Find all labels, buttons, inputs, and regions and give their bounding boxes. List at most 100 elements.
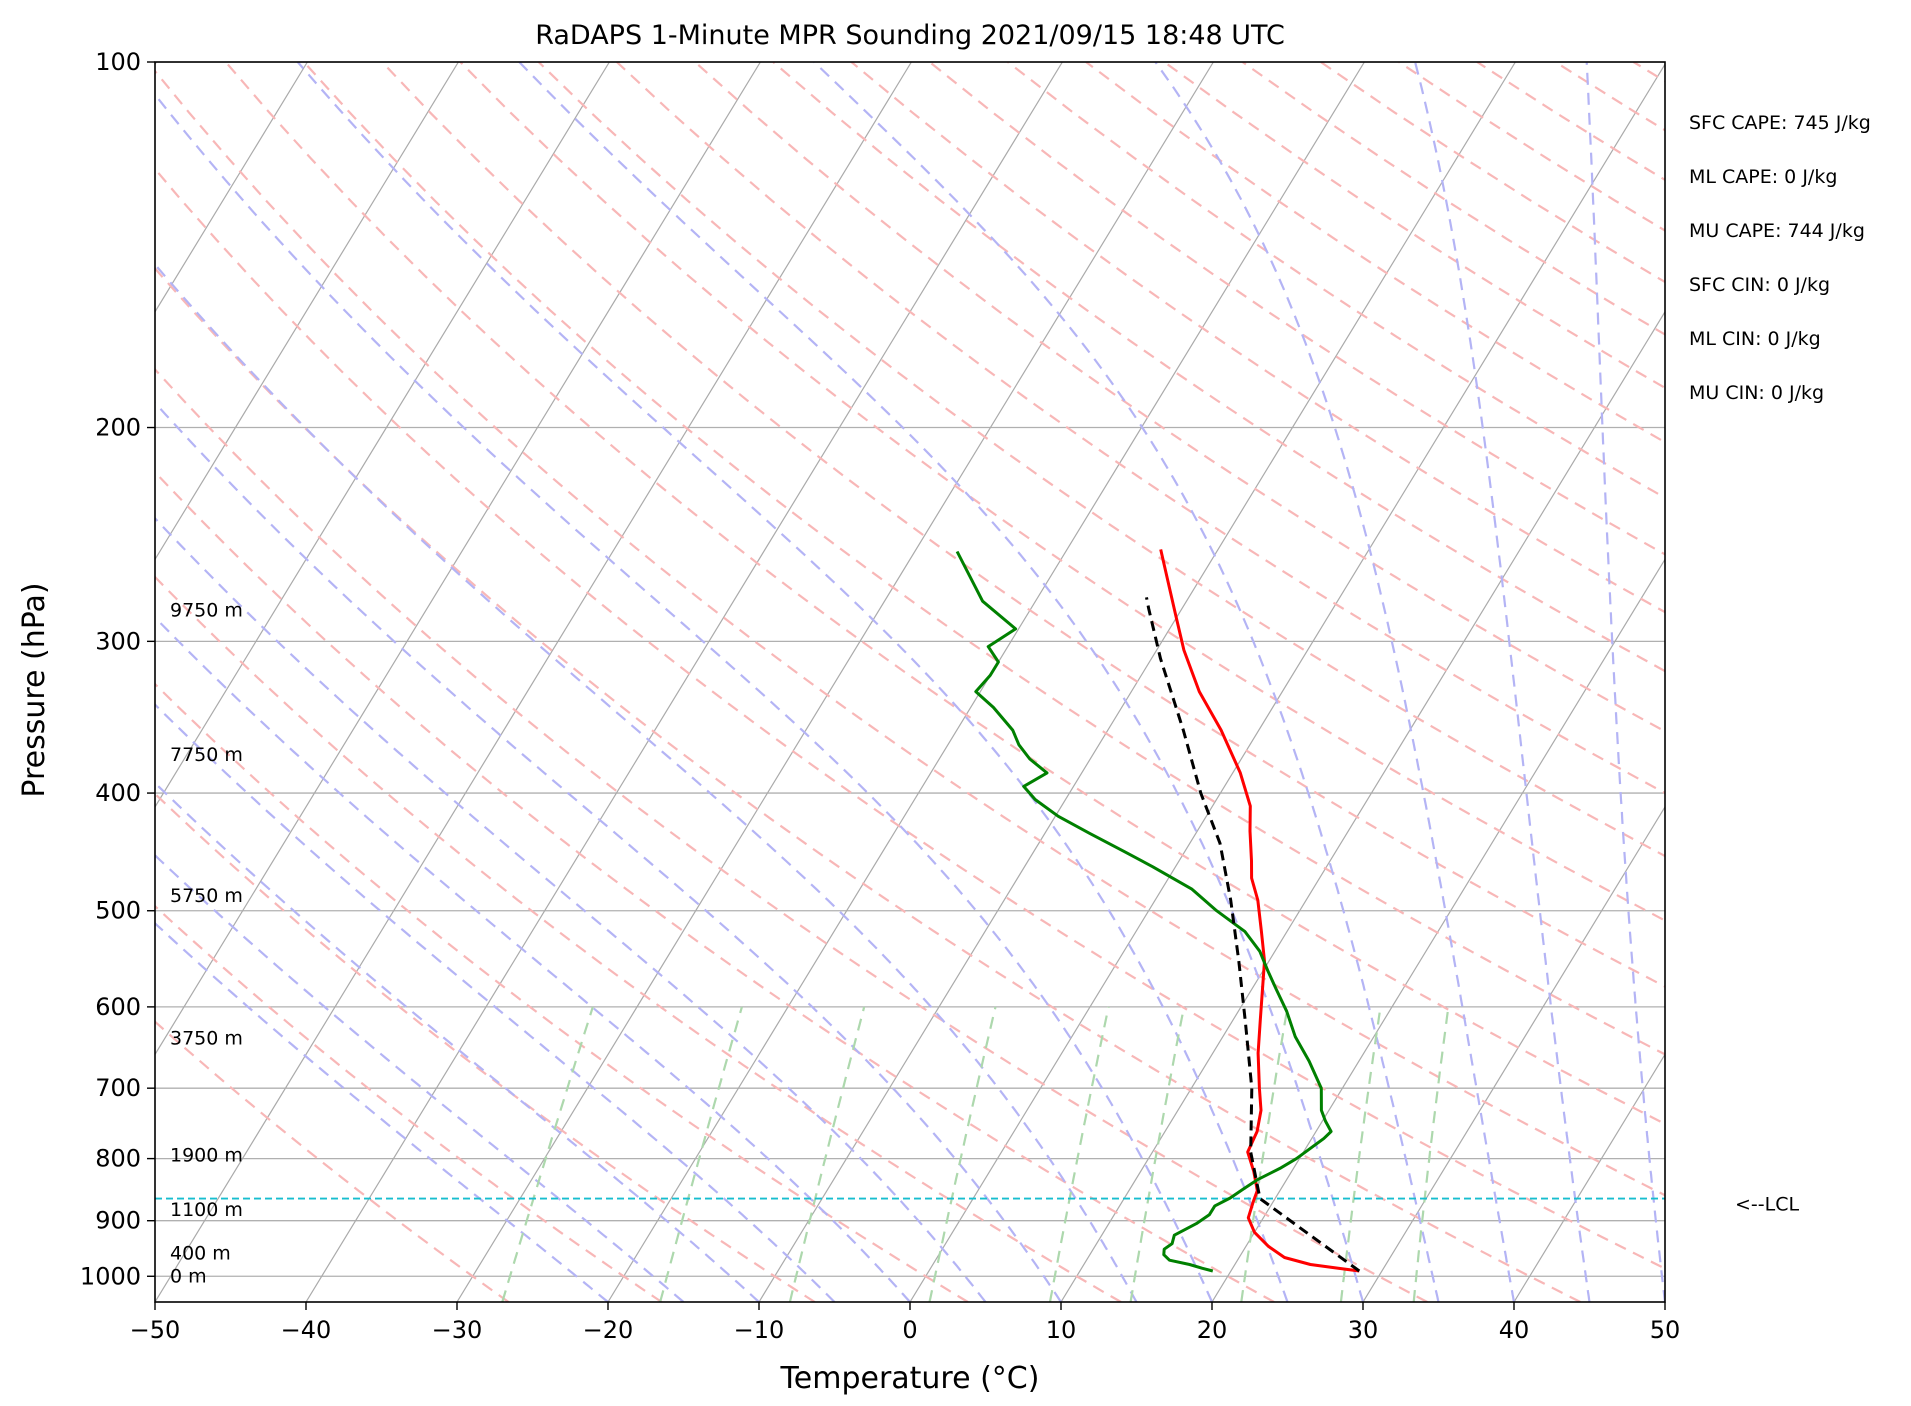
- dry-adiabat: [155, 266, 1581, 1302]
- mixing-ratio-line: [928, 1006, 997, 1302]
- dry-adiabat: [155, 1020, 510, 1302]
- isotherm-line: [909, 63, 1665, 1302]
- isotherm-line: [305, 62, 1063, 1302]
- mixing-ratio-line: [1129, 1006, 1186, 1302]
- y-tick-label: 400: [95, 779, 141, 807]
- x-tick-label: 0: [902, 1316, 917, 1344]
- dry-adiabat: [459, 62, 1665, 922]
- stat-text: ML CAPE: 0 J/kg: [1689, 166, 1837, 188]
- stats-panel: SFC CAPE: 745 J/kg ML CAPE: 0 J/kg MU CAPE…: [1689, 112, 1871, 404]
- moist-adiabat: [1585, 62, 1665, 1302]
- height-label: 1100 m: [170, 1199, 243, 1221]
- dry-adiabat: [694, 62, 1665, 733]
- y-tick-label: 800: [95, 1145, 141, 1173]
- mixing-ratio-line: [1048, 1006, 1110, 1302]
- mixing-ratio-line: [659, 1006, 743, 1302]
- y-tick-label: 700: [95, 1074, 141, 1102]
- height-label: 9750 m: [170, 600, 243, 622]
- height-labels: 9750 m 7750 m 5750 m 3750 m 1900 m 1100 m 400 …: [170, 600, 243, 1288]
- dry-adiabat: [381, 62, 1665, 988]
- moist-adiabat: [155, 853, 685, 1302]
- isotherm-line: [0, 62, 5, 1302]
- isotherm-line: [155, 62, 308, 313]
- stat-text: MU CIN: 0 J/kg: [1689, 382, 1824, 404]
- dry-adiabat: [155, 167, 1665, 1270]
- moist-adiabat: [155, 615, 911, 1302]
- moist-adiabat: [1154, 62, 1516, 1302]
- height-label: 400 m: [170, 1243, 231, 1265]
- height-label: 3750 m: [170, 1027, 243, 1049]
- isotherm-line: [1362, 805, 1665, 1302]
- moist-adiabat: [813, 62, 1440, 1302]
- y-tick-label: 100: [95, 48, 141, 76]
- stat-text: SFC CAPE: 745 J/kg: [1689, 112, 1871, 134]
- y-axis-label: Pressure (hPa): [17, 582, 52, 797]
- moist-adiabat: [1414, 62, 1591, 1302]
- data-series: [155, 549, 1665, 1273]
- stat-text: SFC CIN: 0 J/kg: [1689, 274, 1830, 296]
- y-tick-label: 600: [95, 993, 141, 1021]
- height-label: 0 m: [170, 1265, 207, 1287]
- isotherm-line: [456, 62, 1214, 1302]
- moist-adiabat: [155, 262, 1138, 1302]
- dry-adiabat: [537, 62, 1665, 858]
- moist-adiabat: [155, 703, 836, 1302]
- stat-text: ML CIN: 0 J/kg: [1689, 328, 1821, 350]
- dry-adiabat: [928, 62, 1665, 556]
- x-tick-label: 20: [1197, 1316, 1228, 1344]
- y-tick-label: 200: [95, 414, 141, 442]
- stat-text: MU CAPE: 744 J/kg: [1689, 220, 1865, 242]
- y-axis: 100 200 300 400 500 600 700 800 900 1000: [80, 48, 155, 1290]
- x-tick-label: −10: [734, 1316, 785, 1344]
- dry-adiabat: [155, 575, 1122, 1302]
- isotherm-line: [155, 62, 610, 809]
- moist-adiabat: [155, 401, 1062, 1302]
- x-tick-label: 30: [1348, 1316, 1379, 1344]
- height-label: 1900 m: [170, 1144, 243, 1166]
- parcel-profile-line: [1145, 597, 1361, 1273]
- dry-adiabat: [1476, 62, 1665, 182]
- dry-adiabat: [1163, 62, 1665, 390]
- moist-adiabat: [518, 62, 1365, 1302]
- isotherm-line: [155, 62, 912, 1302]
- x-tick-label: −30: [432, 1316, 483, 1344]
- moist-adiabat: [155, 781, 760, 1302]
- isotherm-line: [1211, 558, 1665, 1302]
- y-tick-label: 900: [95, 1207, 141, 1235]
- dry-adiabat: [155, 682, 969, 1302]
- chart-title: RaDAPS 1-Minute MPR Sounding 2021/09/15 …: [535, 20, 1285, 51]
- y-tick-label: 1000: [80, 1262, 141, 1290]
- x-tick-label: 40: [1499, 1316, 1530, 1344]
- dry-adiabat: [1085, 62, 1665, 444]
- dry-adiabat: [616, 62, 1665, 795]
- height-label: 7750 m: [170, 744, 243, 766]
- mixing-ratio-line: [1412, 1006, 1450, 1302]
- dry-adiabat: [155, 69, 1665, 1197]
- x-axis: −50 −40 −30 −20 −10 0 10 20 30 40 50: [130, 1302, 1681, 1344]
- temperature-profile-line: [1159, 549, 1360, 1273]
- lcl-label: <--LCL: [1735, 1194, 1799, 1216]
- x-tick-label: −50: [130, 1316, 181, 1344]
- moist-adiabat: [296, 62, 1289, 1302]
- dry-adiabat: [1320, 62, 1665, 284]
- mixing-ratio-line: [788, 1006, 866, 1302]
- dry-adiabat: [155, 470, 1275, 1302]
- y-tick-label: 300: [95, 627, 141, 655]
- dry-adiabat: [1007, 62, 1665, 500]
- y-tick-label: 500: [95, 897, 141, 925]
- x-tick-label: 50: [1650, 1316, 1681, 1344]
- isotherm-line: [1513, 1053, 1665, 1302]
- isotherm-line: [155, 62, 761, 1056]
- dry-adiabat: [303, 62, 1665, 1056]
- mixing-ratio-line: [1240, 1006, 1289, 1302]
- dry-adiabat: [155, 904, 663, 1302]
- dry-adiabat: [1398, 62, 1665, 232]
- x-tick-label: −20: [583, 1316, 634, 1344]
- x-axis-label: Temperature (°C): [780, 1361, 1040, 1396]
- isotherm-line: [1664, 1300, 1665, 1302]
- dry-adiabat: [155, 792, 816, 1302]
- dry-adiabat: [850, 62, 1665, 614]
- dry-adiabat: [772, 62, 1665, 673]
- moist-adiabat: [155, 92, 1214, 1302]
- background-lines: [0, 62, 1665, 1302]
